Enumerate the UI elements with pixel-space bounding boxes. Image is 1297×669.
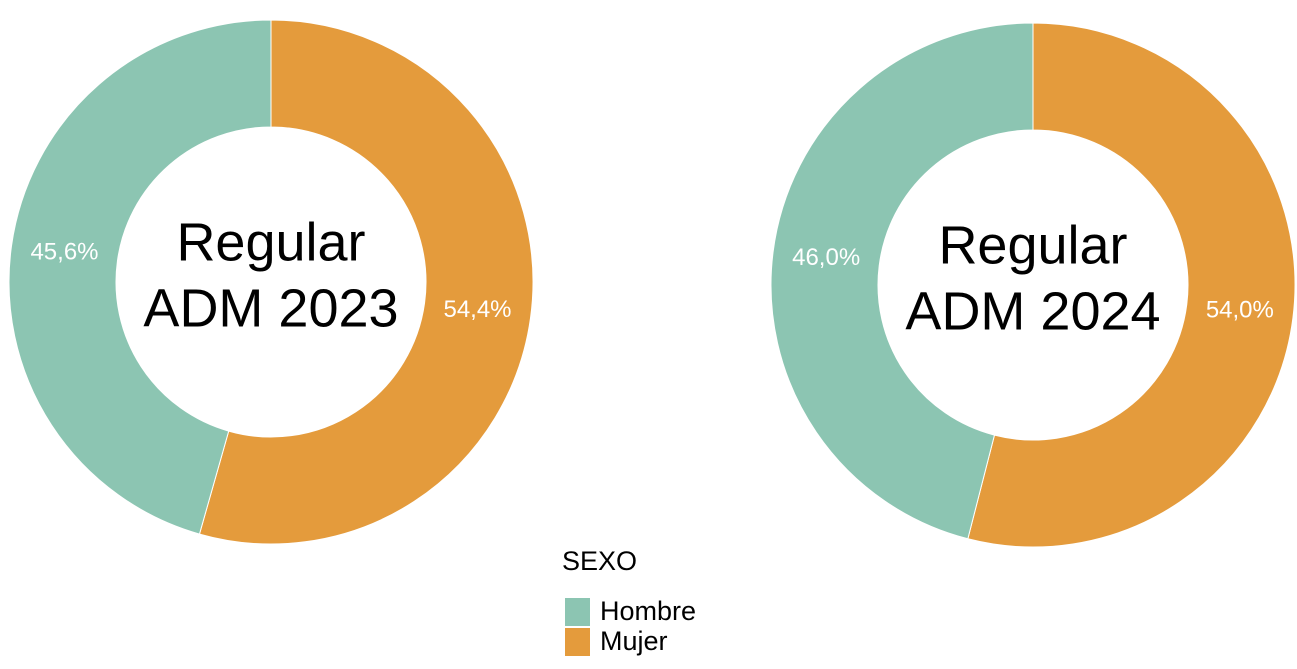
donut-slice [198,19,534,545]
donut-slice [967,22,1296,548]
legend-label: Mujer [600,626,668,656]
center-title: Regular [176,212,365,272]
value-label: 54,4% [443,296,511,323]
value-label: 54,0% [1206,296,1274,323]
center-title: Regular [938,215,1127,275]
center-title: ADM 2023 [143,278,398,338]
legend-swatch [565,598,590,626]
donut-slice [8,19,272,535]
legend-title: SEXO [562,546,637,576]
legend-swatch [565,628,590,656]
center-title: ADM 2024 [905,281,1160,341]
value-label: 46,0% [792,244,860,271]
legend-label: Hombre [600,596,696,626]
value-label: 45,6% [30,239,98,266]
donut-slice [770,22,1034,540]
